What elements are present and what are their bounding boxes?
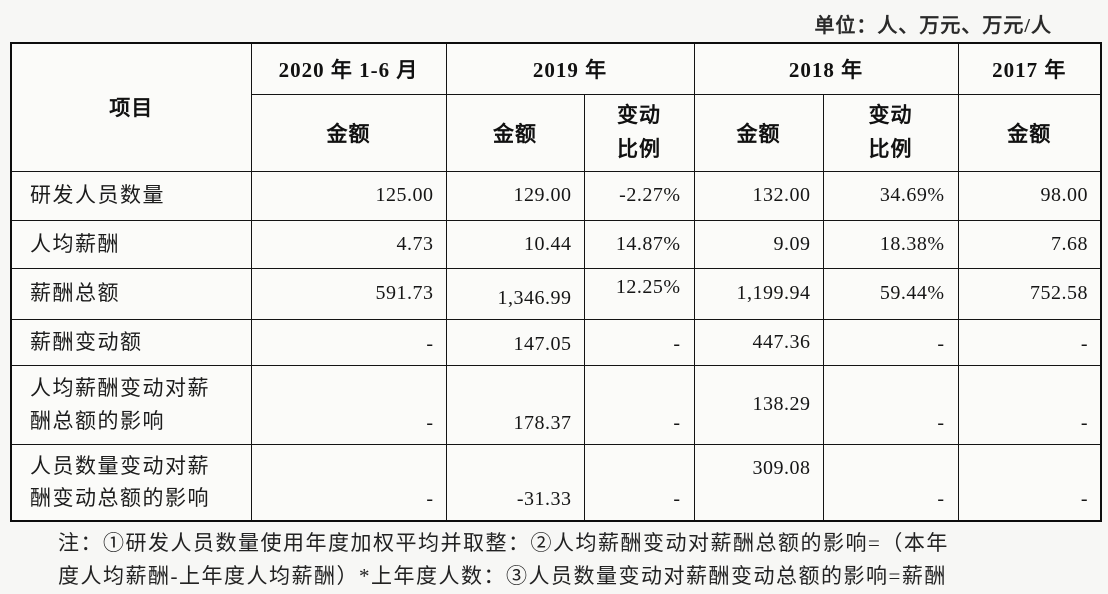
cell-2018-change: - [822,364,959,445]
row-item-label: 人均薪酬变动对薪酬总额的影响 [10,364,252,445]
cell-2018-amount: 132.00 [693,170,824,221]
cell-2020-amount: - [250,443,447,522]
cell-2018-change: 34.69% [822,170,959,221]
row-item-label: 薪酬变动额 [10,318,252,366]
cell-2020-amount: 125.00 [250,170,447,221]
header-amount-2020: 金额 [250,93,447,172]
footnote: 注：①研发人员数量使用年度加权平均并取整：②人均薪酬变动对薪酬总额的影响=（本年… [58,527,1054,593]
cell-2019-change: 14.87% [583,219,695,269]
table-row-avg-salary: 人均薪酬 4.73 10.44 14.87% 9.09 18.38% 7.68 [10,219,1102,269]
row-item-label: 薪酬总额 [10,267,252,320]
cell-2019-amount: 147.05 [445,318,585,366]
cell-2018-change: - [822,318,959,366]
footnote-line-2: 度人均薪酬-上年度人均薪酬）*上年度人数：③人员数量变动对薪酬变动总额的影响=薪… [58,564,947,588]
cell-2019-change: - [583,443,695,522]
header-change-ratio-2018-text: 变动比例 [868,102,913,161]
header-amount-2018: 金额 [693,93,824,172]
table-row-headcount-impact: 人员数量变动对薪酬变动总额的影响 - -31.33 - 309.08 - - [10,443,1102,522]
cell-2018-amount: 9.09 [693,219,824,269]
cell-2019-amount: -31.33 [445,443,585,522]
row-item-label: 研发人员数量 [10,170,252,221]
cell-2019-amount: 178.37 [445,364,585,445]
cell-2017-amount: - [957,318,1102,366]
rd-compensation-table: 项目 2020 年 1-6 月 2019 年 2018 年 2017 年 金额 … [10,42,1102,522]
cell-2018-change: 18.38% [822,219,959,269]
header-period-2017: 2017 年 [957,42,1102,95]
cell-2020-amount: 4.73 [250,219,447,269]
cell-2019-change: -2.27% [583,170,695,221]
header-period-2020: 2020 年 1-6 月 [250,42,447,95]
cell-2019-change: 12.25% [583,267,695,320]
footnote-line-1: 注：①研发人员数量使用年度加权平均并取整：②人均薪酬变动对薪酬总额的影响=（本年 [58,531,949,555]
header-change-ratio-2018: 变动比例 [822,93,959,172]
row-item-label: 人均薪酬 [10,219,252,269]
header-period-2018: 2018 年 [693,42,959,95]
table-row-rd-headcount: 研发人员数量 125.00 129.00 -2.27% 132.00 34.69… [10,170,1102,221]
header-amount-2017: 金额 [957,93,1102,172]
header-item-column: 项目 [10,42,252,172]
cell-2018-change: - [822,443,959,522]
table-row-total-salary: 薪酬总额 591.73 1,346.99 12.25% 1,199.94 59.… [10,267,1102,320]
unit-label: 单位：人、万元、万元/人 [814,15,1052,37]
cell-2018-amount: 1,199.94 [693,267,824,320]
header-period-2019: 2019 年 [445,42,695,95]
cell-2018-amount: 447.36 [693,318,824,366]
header-change-ratio-2019-text: 变动比例 [617,102,661,161]
cell-2018-amount: 309.08 [693,443,824,522]
table-row-avg-salary-impact: 人均薪酬变动对薪酬总额的影响 - 178.37 - 138.29 - - [10,364,1102,445]
cell-2017-amount: - [957,364,1102,445]
cell-2017-amount: 98.00 [957,170,1102,221]
cell-2020-amount: 591.73 [250,267,447,320]
cell-2020-amount: - [250,364,447,445]
cell-2017-amount: 752.58 [957,267,1102,320]
cell-2019-amount: 1,346.99 [445,267,585,320]
cell-2019-change: - [583,318,695,366]
cell-2019-change: - [583,364,695,445]
cell-2018-change: 59.44% [822,267,959,320]
cell-2017-amount: 7.68 [957,219,1102,269]
cell-2019-amount: 10.44 [445,219,585,269]
cell-2017-amount: - [957,443,1102,522]
cell-2018-amount: 138.29 [693,364,824,445]
row-item-label: 人员数量变动对薪酬变动总额的影响 [10,443,252,522]
table-row-salary-change: 薪酬变动额 - 147.05 - 447.36 - - [10,318,1102,366]
header-amount-2019: 金额 [445,93,585,172]
cell-2020-amount: - [250,318,447,366]
cell-2019-amount: 129.00 [445,170,585,221]
header-change-ratio-2019: 变动比例 [583,93,695,172]
